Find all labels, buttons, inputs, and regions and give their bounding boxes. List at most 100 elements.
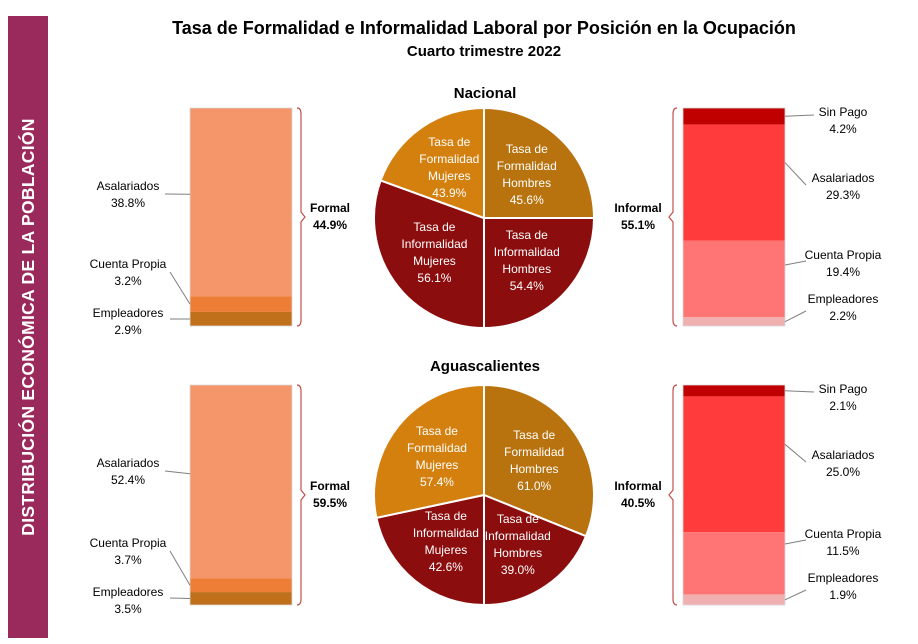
nacional-formal-value-asalariados: 38.8% <box>110 196 146 210</box>
aguascalientes-pie-label-1: Hombres <box>493 546 543 561</box>
aguascalientes-informal-bracket <box>668 384 678 606</box>
aguascalientes-informal-value-empleadores: 1.9% <box>829 588 857 602</box>
nacional-pie-label-1: Hombres <box>502 261 552 276</box>
aguascalientes-pie-label-2: Mujeres <box>424 543 468 558</box>
nacional-formal-label-empleadores: Empleadores <box>92 306 164 320</box>
nacional-informal-leader-cuenta-propia <box>784 260 807 266</box>
aguascalientes-pie-label-0: Hombres <box>509 462 559 477</box>
aguascalientes-informal-label-empleadores: Empleadores <box>807 571 879 585</box>
nacional-pie-slice-2 <box>373 179 485 330</box>
aguascalientes-informal-group-value: 40.5% <box>620 496 656 510</box>
nacional-pie-label-1: Tasa de <box>505 227 548 242</box>
aguascalientes-pie-value-2: 42.6% <box>428 560 463 575</box>
nacional-formal-seg-cuenta-propia <box>190 296 292 312</box>
aguascalientes-formal-value-asalariados: 52.4% <box>110 473 146 487</box>
aguascalientes-pie-value-1: 39.0% <box>500 563 535 578</box>
nacional-pie-label-2: Mujeres <box>413 253 456 268</box>
aguascalientes-formal-group-value: 59.5% <box>312 496 348 510</box>
nacional-informal-group-label: Informal <box>614 201 662 215</box>
nacional-informal-label-sin-pago: Sin Pago <box>818 105 868 119</box>
aguascalientes-formal-label-asalariados: Asalariados <box>96 456 160 470</box>
aguascalientes-informal-leader-empleadores <box>784 589 807 601</box>
nacional-formal-bracket <box>296 107 306 327</box>
nacional-pie-value-3: 43.9% <box>432 186 467 201</box>
aguascalientes-informal-value-asalariados: 25.0% <box>825 465 861 479</box>
bar-outline <box>189 384 293 606</box>
aguascalientes-pie-label-3: Formalidad <box>406 440 467 455</box>
nacional-pie-label-2: Informalidad <box>401 236 468 251</box>
aguascalientes-informal-label-asalariados: Asalariados <box>811 448 875 462</box>
aguascalientes-pie-slice-2 <box>375 493 485 607</box>
aguascalientes-informal-value-sin-pago: 2.1% <box>829 399 857 413</box>
aguascalientes-informal-seg-sin-pago <box>683 385 785 397</box>
aguascalientes-pie-label-0: Formalidad <box>504 445 565 460</box>
nacional-informal-leader-sin-pago <box>784 114 815 117</box>
nacional-pie-slice-1 <box>483 217 596 330</box>
nacional-informal-seg-cuenta-propia <box>683 240 785 318</box>
aguascalientes-formal-value-empleadores: 3.5% <box>114 602 142 616</box>
aguascalientes-formal-group-label: Formal <box>309 479 350 493</box>
nacional-pie-label-3: Formalidad <box>419 152 480 167</box>
nacional-formal-group-value: 44.9% <box>312 218 348 232</box>
aguascalientes-pie-value-3: 57.4% <box>419 474 454 489</box>
nacional-informal-seg-asalariados <box>683 124 785 241</box>
aguascalientes-formal-value-cuenta-propia: 3.7% <box>114 553 142 567</box>
bar-outline <box>682 107 786 327</box>
aguascalientes-informal-group-label: Informal <box>614 479 662 493</box>
aguascalientes-pie-label-2: Informalidad <box>412 526 479 541</box>
nacional-pie-label-0: Tasa de <box>505 142 548 157</box>
nacional-pie-value-0: 45.6% <box>509 193 544 208</box>
nacional-pie-slice-0 <box>483 106 596 219</box>
chart-title: Tasa de Formalidad e Informalidad Labora… <box>172 18 796 38</box>
nacional-formal-seg-asalariados <box>190 108 292 297</box>
aguascalientes-informal-leader-asalariados <box>784 443 807 463</box>
aguascalientes-pie-label-1: Tasa de <box>496 512 539 527</box>
nacional-informal-value-asalariados: 29.3% <box>825 188 861 202</box>
aguascalientes-formal-bracket <box>296 384 306 606</box>
aguascalientes-pie-value-0: 61.0% <box>517 479 552 494</box>
aguascalientes-pie-label-1: Informalidad <box>484 529 551 544</box>
aguascalientes-formal-leader-empleadores <box>169 597 191 600</box>
nacional-pie-label-1: Informalidad <box>493 244 560 259</box>
nacional-informal-leader-empleadores <box>784 310 807 323</box>
aguascalientes-informal-seg-asalariados <box>683 396 785 533</box>
aguascalientes-pie-label-3: Mujeres <box>415 457 459 472</box>
aguascalientes-informal-seg-cuenta-propia <box>683 532 785 595</box>
nacional-informal-seg-empleadores <box>683 317 785 326</box>
aguascalientes-formal-leader-asalariados <box>164 470 191 475</box>
nacional-informal-seg-sin-pago <box>683 108 785 125</box>
nacional-pie-slice-3 <box>379 106 485 220</box>
aguascalientes-informal-leader-sin-pago <box>784 390 815 393</box>
nacional-informal-bracket <box>668 107 678 327</box>
nacional-formal-label-cuenta-propia: Cuenta Propia <box>89 257 167 271</box>
nacional-pie-label-0: Hombres <box>502 176 552 191</box>
aguascalientes-informal-value-cuenta-propia: 11.5% <box>826 544 860 558</box>
nacional-informal-leader-asalariados <box>784 162 807 186</box>
bar-outline <box>189 107 293 327</box>
side-band <box>8 16 48 638</box>
aguascalientes-formal-seg-cuenta-propia <box>190 578 292 593</box>
nacional-informal-value-sin-pago: 4.2% <box>829 122 857 136</box>
nacional-pie-label-3: Mujeres <box>427 169 471 184</box>
nacional-informal-value-empleadores: 2.2% <box>829 309 857 323</box>
nacional-pie-label-3: Tasa de <box>428 135 471 150</box>
aguascalientes-formal-seg-asalariados <box>190 385 292 579</box>
aguascalientes-pie-slice-3 <box>373 383 485 520</box>
chart-subtitle: Cuarto trimestre 2022 <box>406 43 562 60</box>
nacional-informal-label-cuenta-propia: Cuenta Propia <box>804 248 882 262</box>
aguascalientes-pie-slice-1 <box>483 493 588 607</box>
aguascalientes-formal-leader-cuenta-propia <box>169 550 191 586</box>
section-title-aguascalientes: Aguascalientes <box>429 358 541 375</box>
aguascalientes-pie-slice-0 <box>483 383 595 538</box>
aguascalientes-formal-seg-empleadores <box>190 592 292 605</box>
nacional-formal-value-empleadores: 2.9% <box>114 323 142 337</box>
nacional-pie-value-2: 56.1% <box>417 270 452 285</box>
nacional-pie-label-0: Formalidad <box>496 159 557 174</box>
nacional-formal-seg-empleadores <box>190 311 292 326</box>
aguascalientes-pie-label-0: Tasa de <box>513 428 556 443</box>
nacional-pie-value-1: 54.4% <box>509 278 544 293</box>
nacional-informal-value-cuenta-propia: 19.4% <box>825 265 861 279</box>
aguascalientes-formal-label-cuenta-propia: Cuenta Propia <box>89 536 167 550</box>
aguascalientes-informal-leader-cuenta-propia <box>784 539 807 545</box>
